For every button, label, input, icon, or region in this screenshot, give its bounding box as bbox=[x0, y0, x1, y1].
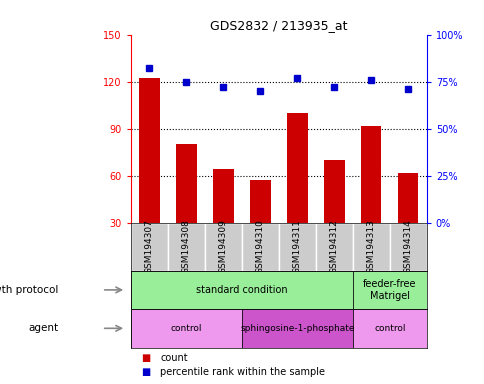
Text: agent: agent bbox=[28, 323, 58, 333]
Text: feeder-free
Matrigel: feeder-free Matrigel bbox=[363, 279, 416, 301]
Bar bbox=[389, 223, 426, 271]
Text: GSM194311: GSM194311 bbox=[292, 219, 301, 274]
Text: GSM194308: GSM194308 bbox=[182, 219, 191, 274]
Title: GDS2832 / 213935_at: GDS2832 / 213935_at bbox=[210, 19, 347, 32]
Bar bbox=[352, 271, 426, 309]
Text: sphingosine-1-phosphate: sphingosine-1-phosphate bbox=[240, 324, 354, 333]
Text: control: control bbox=[170, 324, 202, 333]
Text: ■: ■ bbox=[140, 353, 150, 363]
Text: growth protocol: growth protocol bbox=[0, 285, 58, 295]
Bar bbox=[352, 309, 426, 348]
Text: standard condition: standard condition bbox=[196, 285, 287, 295]
Bar bbox=[204, 223, 242, 271]
Text: percentile rank within the sample: percentile rank within the sample bbox=[160, 367, 324, 377]
Bar bbox=[176, 144, 196, 270]
Bar bbox=[242, 309, 352, 348]
Bar bbox=[361, 126, 381, 270]
Text: GSM194314: GSM194314 bbox=[403, 219, 412, 274]
Bar bbox=[315, 223, 352, 271]
Bar bbox=[287, 113, 307, 270]
Text: ■: ■ bbox=[140, 367, 150, 377]
Bar bbox=[250, 180, 270, 270]
Text: count: count bbox=[160, 353, 187, 363]
Bar bbox=[397, 172, 418, 270]
Bar bbox=[213, 169, 233, 270]
Bar bbox=[131, 309, 242, 348]
Bar bbox=[242, 223, 278, 271]
Text: control: control bbox=[373, 324, 405, 333]
Bar bbox=[278, 223, 315, 271]
Bar bbox=[323, 160, 344, 270]
Text: GSM194313: GSM194313 bbox=[366, 219, 375, 274]
Text: GSM194309: GSM194309 bbox=[218, 219, 227, 274]
Bar bbox=[131, 271, 352, 309]
Text: GSM194310: GSM194310 bbox=[256, 219, 264, 274]
Bar bbox=[139, 78, 159, 270]
Bar bbox=[167, 223, 204, 271]
Bar bbox=[352, 223, 389, 271]
Bar bbox=[131, 223, 167, 271]
Text: GSM194312: GSM194312 bbox=[329, 219, 338, 274]
Text: GSM194307: GSM194307 bbox=[145, 219, 153, 274]
